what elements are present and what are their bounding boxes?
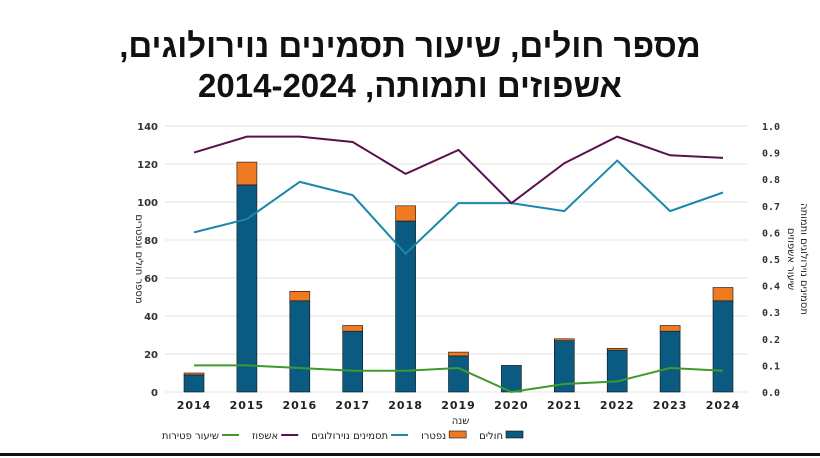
y-tick-label: 60 [144, 274, 158, 285]
x-tick-label: 2019 [441, 399, 476, 412]
chart-title-line-1: מספר חולים, שיעור תסמינים נוירולוגים, [119, 27, 701, 64]
bar-1-2014 [183, 372, 205, 376]
x-tick-label: 2023 [653, 399, 688, 412]
bar-1-2019 [448, 351, 469, 357]
y-tick-label: 140 [137, 122, 158, 133]
bar-1-2015 [236, 161, 258, 186]
y2-tick-label: 0.6 [762, 228, 780, 239]
bar-0-2016 [289, 300, 311, 393]
legend-label-0: חולים [479, 431, 503, 442]
y-tick-label: 40 [144, 312, 158, 323]
y2-tick-label: 0.0 [762, 388, 780, 399]
y2-tick-label: 1.0 [762, 122, 780, 133]
x-tick-label: 2018 [388, 399, 423, 412]
x-tick-label: 2016 [282, 399, 317, 412]
y-axis-title: מספר חולים ונפטרים [133, 214, 144, 303]
divider [0, 453, 820, 456]
bar-1-2017 [342, 325, 364, 332]
y-tick-label: 0 [151, 388, 158, 399]
bar-1-2024 [712, 287, 734, 302]
x-tick-label: 2022 [600, 399, 635, 412]
x-tick-label: 2021 [547, 399, 582, 412]
y-tick-label: 100 [137, 198, 158, 209]
x-tick-label: 2024 [706, 399, 741, 412]
y2-tick-label: 0.7 [762, 202, 780, 213]
legend-swatch-1 [448, 430, 467, 439]
bar-1-2022 [606, 347, 628, 351]
y-tick-label: 20 [144, 350, 158, 361]
y2-tick-label: 0.9 [762, 149, 780, 160]
x-axis-title: שנה [452, 416, 470, 427]
line-series-3 [193, 135, 724, 205]
y2-tick-label: 0.8 [762, 175, 780, 186]
bar-1-2023 [659, 325, 681, 332]
bar-0-2014 [183, 374, 205, 393]
y-tick-label: 80 [144, 236, 158, 247]
legend-label-4: שיעור פטירות [162, 431, 219, 442]
y2-tick-label: 0.1 [762, 361, 780, 372]
y2-tick-label: 0.5 [762, 255, 780, 266]
x-tick-label: 2020 [494, 399, 529, 412]
bar-0-2015 [236, 184, 258, 393]
chart-title-line-2: אשפוזים ותמותה, 2014-2024 [198, 67, 622, 104]
y2-tick-label: 0.2 [762, 335, 780, 346]
x-tick-label: 2017 [335, 399, 370, 412]
bar-0-2024 [712, 300, 734, 393]
bar-0-2023 [659, 330, 681, 393]
y2-axis-title-line-1: שיעור אשפוזים [785, 228, 796, 290]
bar-1-2016 [289, 290, 311, 302]
y2-tick-label: 0.4 [762, 282, 780, 293]
bar-0-2019 [448, 355, 469, 393]
x-tick-label: 2015 [230, 399, 265, 412]
y2-tick-label: 0.3 [762, 308, 780, 319]
bar-0-2017 [342, 330, 364, 393]
bar-1-2018 [395, 205, 416, 222]
y-tick-label: 120 [137, 160, 158, 171]
legend-label-1: נפטרו [421, 431, 446, 442]
legend-label-2: תסמינים נוירולוגים [311, 431, 388, 442]
bar-0-2022 [606, 349, 628, 393]
legend-swatch-0 [505, 430, 524, 439]
y2-axis-title-line-2: תסמינים נוירולוגים ותמותה [798, 203, 809, 315]
bar-1-2021 [553, 338, 575, 341]
x-tick-label: 2014 [177, 399, 212, 412]
legend-label-3: אשפוז [252, 431, 278, 442]
